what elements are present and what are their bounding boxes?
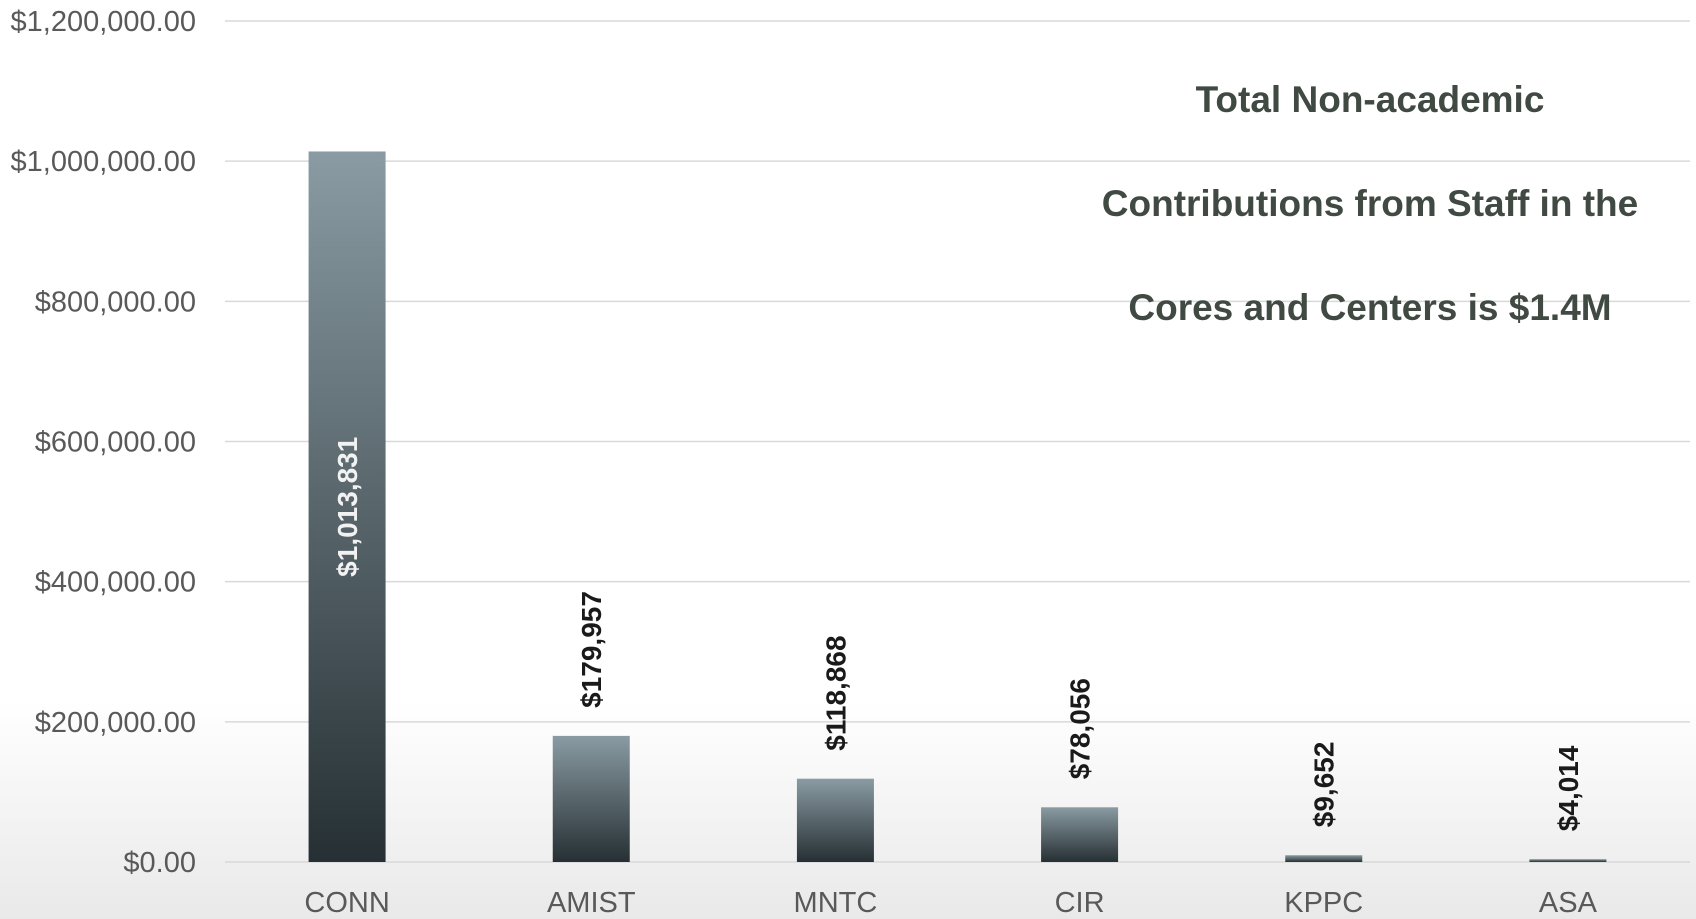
- y-tick-label: $400,000.00: [35, 567, 196, 599]
- gridlines: [225, 20, 1690, 863]
- chart-title-line: Contributions from Staff in the: [1101, 183, 1639, 224]
- data-labels: $1,013,831 $179,957 $118,868 $78,056 $9,652 $…: [332, 437, 1584, 832]
- category-label-cir: CIR: [1055, 887, 1105, 919]
- chart-title-line: Total Non-academic: [1195, 79, 1545, 120]
- y-tick-label: $800,000.00: [35, 286, 196, 318]
- y-tick-label: $0.00: [123, 847, 196, 879]
- bar-amist: [552, 735, 630, 862]
- x-axis-category-labels: CONN AMIST MNTC CIR KPPC ASA: [304, 887, 1597, 919]
- y-tick-label: $1,000,000.00: [11, 146, 196, 178]
- y-axis-tick-labels: $0.00 $200,000.00 $400,000.00 $600,000.00 $8…: [11, 6, 196, 879]
- y-tick-label: $1,200,000.00: [11, 6, 196, 38]
- y-tick-label: $600,000.00: [35, 427, 196, 459]
- category-label-kppc: KPPC: [1284, 887, 1363, 919]
- data-label-cir: $78,056: [1065, 678, 1096, 779]
- bar-kppc: [1285, 855, 1363, 862]
- category-label-conn: CONN: [304, 887, 389, 919]
- bar-asa: [1529, 859, 1607, 862]
- bar-mntc: [796, 778, 874, 862]
- category-label-amist: AMIST: [547, 887, 636, 919]
- chart-title: Total Non-academic Contributions from St…: [1060, 22, 1680, 386]
- bar-cir: [1041, 807, 1119, 862]
- data-label-kppc: $9,652: [1309, 742, 1340, 828]
- data-label-amist: $179,957: [576, 591, 607, 708]
- bars: [308, 151, 1607, 862]
- category-label-mntc: MNTC: [794, 887, 878, 919]
- category-label-asa: ASA: [1539, 887, 1598, 919]
- data-label-mntc: $118,868: [820, 635, 851, 750]
- bar-conn: [308, 151, 386, 862]
- chart-title-line: Cores and Centers is $1.4M: [1128, 287, 1612, 328]
- data-label-asa: $4,014: [1553, 745, 1584, 831]
- y-tick-label: $200,000.00: [35, 707, 196, 739]
- data-label-conn: $1,013,831: [332, 437, 363, 577]
